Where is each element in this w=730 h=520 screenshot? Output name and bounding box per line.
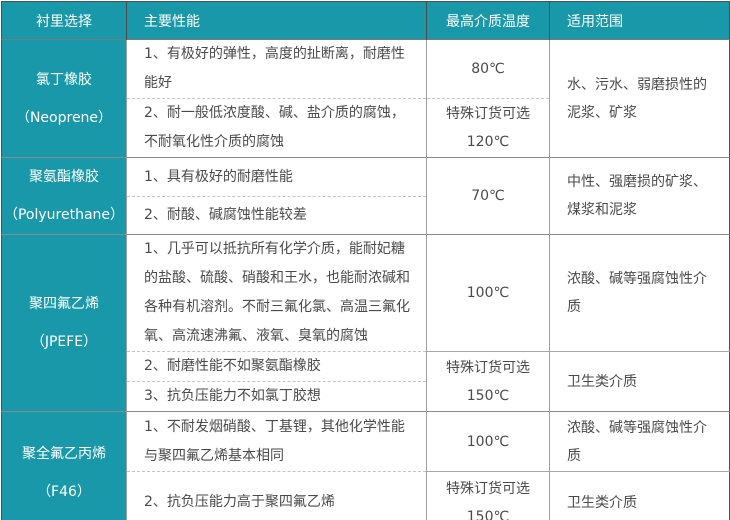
table-row: 聚全氟乙丙烯 （F46） 1、不耐发烟硝酸、丁基锂，其他化学性能与聚四氟乙烯基本… (1, 411, 730, 520)
header-row: 衬里选择 主要性能 最高介质温度 适用范围 (1, 1, 730, 40)
application-cell: 水、污水、弱磨损性的泥浆、矿浆 (549, 39, 730, 158)
temp-cell: 100℃ (426, 234, 550, 352)
lining-name: 聚全氟乙丙烯 (22, 445, 106, 462)
table-row: 2、耐一般低浓度酸、碱、盐介质的腐蚀，不耐氧化性介质的腐蚀 特殊订货可选 120… (2, 98, 730, 158)
temp-cell: 80℃ (426, 39, 550, 99)
performance-cell: 2、耐酸、碱腐蚀性能较差 (126, 196, 427, 235)
table-row: 2、抗负压能力高于聚四氟乙烯 特殊订货可选 150℃ 卫生类介质 (2, 471, 730, 520)
header-max-temp: 最高介质温度 (426, 1, 550, 40)
lining-name: 聚四氟乙烯 (29, 296, 99, 312)
temp-special-value: 120℃ (466, 134, 510, 150)
temp-special-value: 150℃ (466, 387, 510, 404)
performance-cell: 1、有极好的弹性，高度的扯断离，耐磨性能好 (126, 39, 427, 99)
performance-cell: 2、抗负压能力高于聚四氟乙烯 (126, 471, 427, 520)
application-cell: 卫生类介质 (549, 351, 730, 412)
lining-cell-jpefe: 聚四氟乙烯 （JPEFE） (1, 234, 127, 412)
performance-cell: 1、具有极好的耐磨性能 (126, 156, 427, 197)
temp-special-value: 150℃ (466, 508, 510, 520)
temp-special-label: 特殊订货可选 (446, 106, 530, 122)
temp-cell: 70℃ (426, 157, 550, 235)
temp-cell: 特殊订货可选 120℃ (426, 98, 550, 158)
table-row: 聚氨酯橡胶 （Polyurethane） 1、具有极好的耐磨性能 70℃ 中性、… (1, 156, 730, 235)
lining-cell-polyurethane: 聚氨酯橡胶 （Polyurethane） (1, 157, 127, 235)
table-row: 3、抗负压能力不如氯丁胶想 (2, 381, 730, 412)
header-performance: 主要性能 (126, 1, 427, 40)
application-cell: 浓酸、碱等强腐蚀性介质 (549, 234, 730, 352)
lining-alias: （Neoprene） (15, 109, 113, 126)
application-cell: 中性、强磨损的矿浆、煤浆和泥浆 (549, 157, 730, 235)
application-cell: 浓酸、碱等强腐蚀性介质 (549, 411, 730, 472)
header-lining: 衬里选择 (1, 1, 127, 40)
lining-cell-f46: 聚全氟乙丙烯 （F46） (1, 411, 127, 520)
lining-alias: （JPEFE） (30, 334, 98, 350)
table-row: 2、耐磨性能不如聚氨酯橡胶 特殊订货可选 150℃ 卫生类介质 (2, 351, 730, 412)
lining-cell-neoprene: 氯丁橡胶 （Neoprene） (1, 39, 127, 158)
lining-alias: （Polyurethane） (3, 207, 125, 223)
lining-name: 聚氨酯橡胶 (29, 169, 99, 185)
performance-cell: 2、耐一般低浓度酸、碱、盐介质的腐蚀，不耐氧化性介质的腐蚀 (126, 98, 427, 158)
lining-alias: （F46） (37, 483, 91, 500)
temp-special-label: 特殊订货可选 (446, 480, 530, 497)
performance-cell: 1、几乎可以抵抗所有化学介质，能耐妃糖的盐酸、硫酸、硝酸和王水，也能耐浓碱和各种… (126, 234, 427, 352)
temp-cell: 特殊订货可选 150℃ (426, 351, 550, 412)
performance-cell: 2、耐磨性能不如聚氨酯橡胶 (126, 351, 427, 382)
application-cell: 卫生类介质 (549, 471, 730, 520)
temp-cell: 100℃ (426, 411, 550, 472)
temp-special-label: 特殊订货可选 (446, 359, 530, 376)
temp-cell: 特殊订货可选 150℃ (426, 471, 550, 520)
performance-cell: 1、不耐发烟硝酸、丁基锂，其他化学性能与聚四氟乙烯基本相同 (126, 411, 427, 472)
performance-cell: 3、抗负压能力不如氯丁胶想 (126, 381, 427, 412)
table-row: 氯丁橡胶 （Neoprene） 1、有极好的弹性，高度的扯断离，耐磨性能好 80… (1, 39, 730, 158)
header-application: 适用范围 (549, 1, 730, 40)
table-row: 2、耐酸、碱腐蚀性能较差 (2, 196, 730, 235)
table-row: 聚四氟乙烯 （JPEFE） 1、几乎可以抵抗所有化学介质，能耐妃糖的盐酸、硫酸、… (1, 234, 730, 412)
lining-name: 氯丁橡胶 (36, 71, 92, 88)
